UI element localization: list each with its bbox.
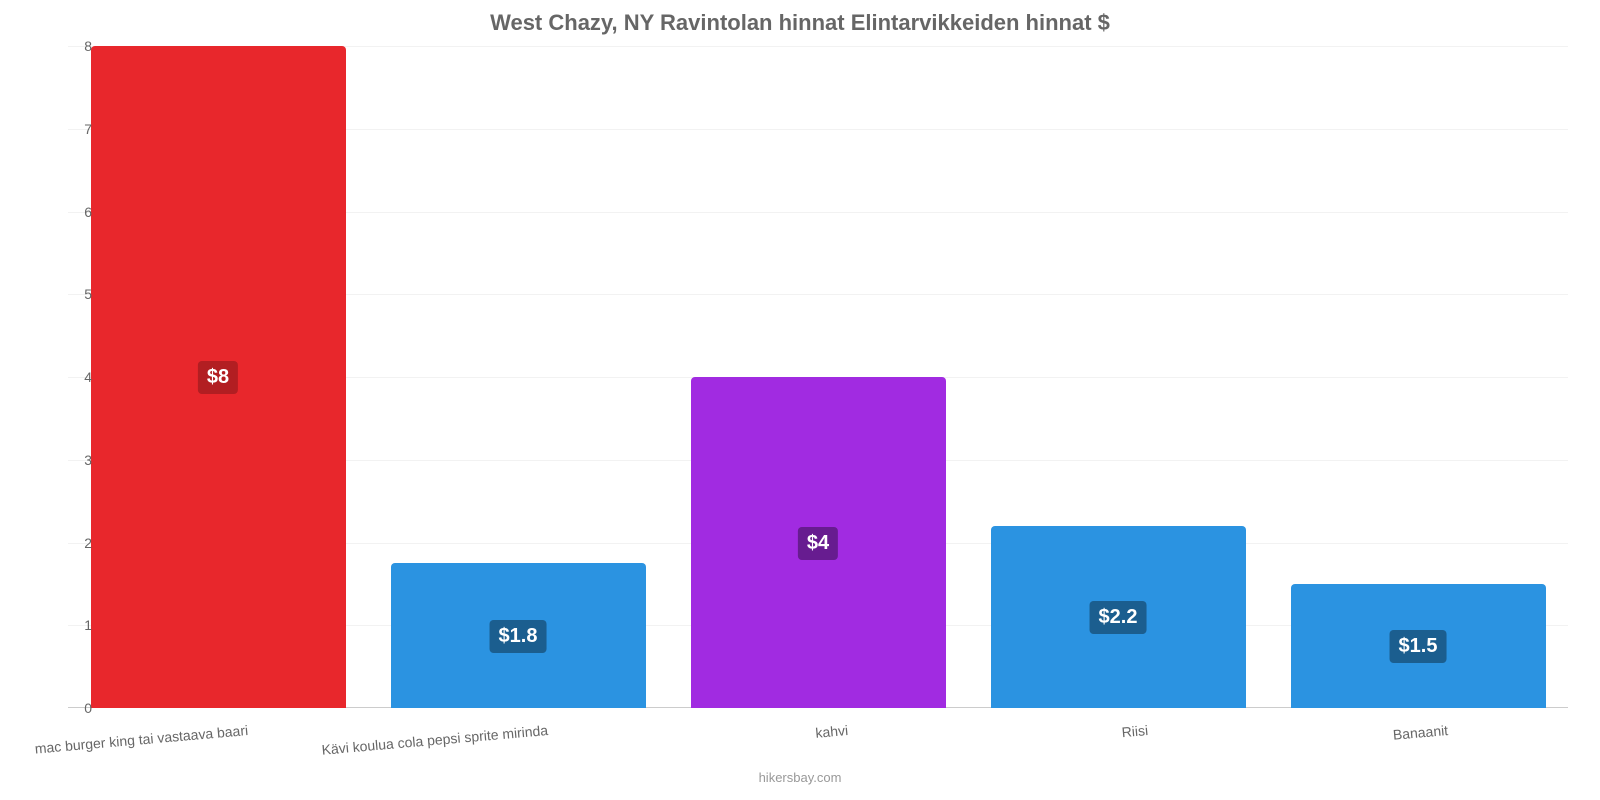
- bar: $2.2: [991, 526, 1246, 708]
- y-axis-tick-label: 4: [52, 369, 92, 385]
- y-axis-tick-label: 7: [52, 121, 92, 137]
- y-axis-tick-label: 1: [52, 617, 92, 633]
- y-axis-tick-label: 2: [52, 535, 92, 551]
- bar: $1.8: [391, 563, 646, 708]
- credit-text: hikersbay.com: [759, 770, 842, 785]
- bar-value-label: $1.8: [490, 620, 547, 653]
- bar-value-label: $2.2: [1090, 601, 1147, 634]
- bar-value-label: $8: [198, 361, 238, 394]
- y-axis-tick-label: 3: [52, 452, 92, 468]
- bar-value-label: $1.5: [1390, 630, 1447, 663]
- y-axis-tick-label: 0: [52, 700, 92, 716]
- plot-area: $8 $1.8 $4 $2.2 $1.5: [68, 46, 1568, 708]
- y-axis-tick-label: 6: [52, 204, 92, 220]
- bar-value-label: $4: [798, 527, 838, 560]
- bar: $1.5: [1291, 584, 1546, 708]
- bar: $4: [691, 377, 946, 708]
- y-axis-tick-label: 8: [52, 38, 92, 54]
- chart-title: West Chazy, NY Ravintolan hinnat Elintar…: [0, 0, 1600, 36]
- y-axis-tick-label: 5: [52, 286, 92, 302]
- bar: $8: [91, 46, 346, 708]
